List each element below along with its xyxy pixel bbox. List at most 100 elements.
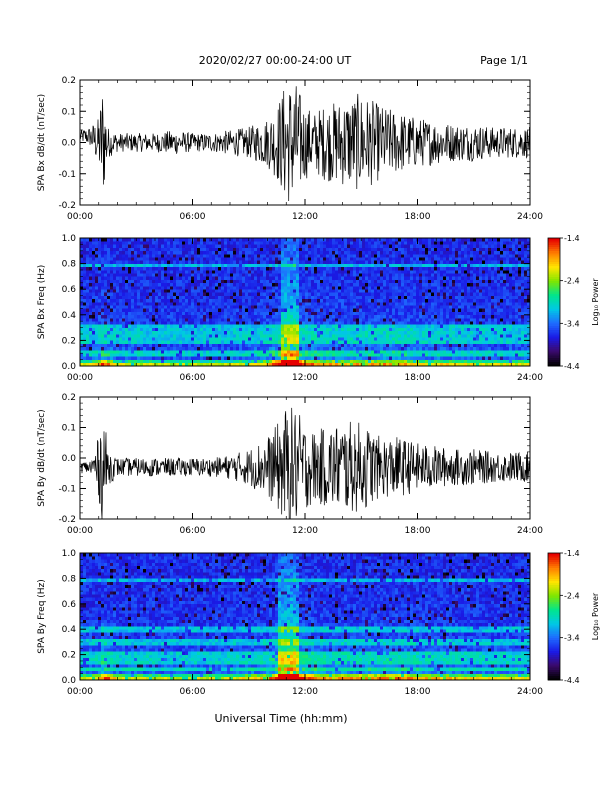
spectrogram-cell [305, 350, 308, 354]
spectrogram-cell [113, 289, 116, 293]
spectrogram-cell [182, 283, 185, 287]
spectrogram-cell [161, 283, 164, 287]
spectrogram-cell [401, 283, 404, 287]
spectrogram-cell [323, 347, 326, 351]
spectrogram-cell [86, 283, 89, 287]
spectrogram-cell [161, 305, 164, 309]
spectrogram-cell [110, 324, 113, 328]
spectrogram-cell [329, 292, 332, 296]
spectrogram-cell [104, 283, 107, 287]
spectrogram-cell [287, 283, 290, 287]
spectrogram-cell [194, 251, 197, 255]
spectrogram-cell [122, 296, 125, 300]
spectrogram-cell [284, 328, 287, 332]
spectrogram-cell [152, 331, 155, 335]
spectrogram-cell [173, 276, 176, 280]
spectrogram-cell [233, 308, 236, 312]
spectrogram-cell [110, 267, 113, 271]
spectrogram-cell [158, 360, 161, 364]
spectrogram-cell [341, 356, 344, 360]
spectrogram-cell [194, 337, 197, 341]
spectrogram-cell [197, 286, 200, 290]
spectrogram-cell [134, 244, 137, 248]
spectrogram-cell [245, 244, 248, 248]
spectrogram-cell [383, 260, 386, 264]
spectrogram-cell [305, 337, 308, 341]
spectrogram-cell [434, 270, 437, 274]
spectrogram-cell [296, 238, 299, 242]
spectrogram-cell [431, 318, 434, 322]
spectrogram-cell [371, 260, 374, 264]
spectrogram-cell [209, 312, 212, 316]
spectrogram-cell [137, 254, 140, 258]
spectrogram-cell [428, 353, 431, 357]
spectrogram-cell [128, 251, 131, 255]
spectrogram-cell [398, 267, 401, 271]
spectrogram-cell [371, 350, 374, 354]
spectrogram-cell [296, 360, 299, 364]
spectrogram-cell [371, 337, 374, 341]
spectrogram-cell [356, 248, 359, 252]
spectrogram-cell [242, 260, 245, 264]
spectrogram-cell [431, 353, 434, 357]
spectrogram-cell [284, 289, 287, 293]
spectrogram-cell [236, 270, 239, 274]
spectrogram-cell [296, 347, 299, 351]
spectrogram-cell [146, 286, 149, 290]
spectrogram-cell [155, 273, 158, 277]
spectrogram-cell [116, 286, 119, 290]
spectrogram-cell [92, 360, 95, 364]
spectrogram-cell [317, 241, 320, 245]
spectrogram-cell [395, 344, 398, 348]
spectrogram-cell [197, 347, 200, 351]
spectrogram-cell [86, 286, 89, 290]
spectrogram-cell [347, 315, 350, 319]
spectrogram-cell [428, 296, 431, 300]
spectrogram-cell [134, 356, 137, 360]
spectrogram-cell [428, 283, 431, 287]
spectrogram-cell [425, 350, 428, 354]
spectrogram-cell [404, 305, 407, 309]
spectrogram-cell [227, 248, 230, 252]
spectrogram-cell [278, 344, 281, 348]
spectrogram-cell [248, 283, 251, 287]
spectrogram-cell [173, 356, 176, 360]
spectrogram-cell [98, 353, 101, 357]
spectrogram-cell [242, 251, 245, 255]
spectrogram-cell [377, 340, 380, 344]
spectrogram-cell [137, 305, 140, 309]
spectrogram-cell [218, 318, 221, 322]
spectrogram-cell [362, 347, 365, 351]
spectrogram-cell [107, 267, 110, 271]
spectrogram-cell [383, 292, 386, 296]
spectrogram-cell [143, 283, 146, 287]
spectrogram-cell [260, 337, 263, 341]
spectrogram-cell [395, 276, 398, 280]
spectrogram-cell [419, 331, 422, 335]
spectrogram-cell [266, 273, 269, 277]
spectrogram-cell [203, 299, 206, 303]
spectrogram-cell [419, 315, 422, 319]
spectrogram-cell [269, 296, 272, 300]
spectrogram-cell [308, 241, 311, 245]
spectrogram-cell [440, 248, 443, 252]
spectrogram-cell [176, 337, 179, 341]
spectrogram-cell [350, 273, 353, 277]
spectrogram-cell [233, 324, 236, 328]
spectrogram-cell [224, 276, 227, 280]
x-tick-label: 00:00 [67, 212, 93, 222]
spectrogram-cell [290, 334, 293, 338]
spectrogram-cell [416, 331, 419, 335]
spectrogram-cell [236, 260, 239, 264]
spectrogram-cell [299, 260, 302, 264]
spectrogram-cell [104, 321, 107, 325]
spectrogram-cell [353, 273, 356, 277]
spectrogram-cell [92, 257, 95, 261]
spectrogram-cell [329, 302, 332, 306]
spectrogram-cell [404, 344, 407, 348]
spectrogram-cell [395, 328, 398, 332]
spectrogram-cell [143, 328, 146, 332]
spectrogram-cell [389, 264, 392, 268]
spectrogram-cell [368, 244, 371, 248]
spectrogram-cell [431, 337, 434, 341]
